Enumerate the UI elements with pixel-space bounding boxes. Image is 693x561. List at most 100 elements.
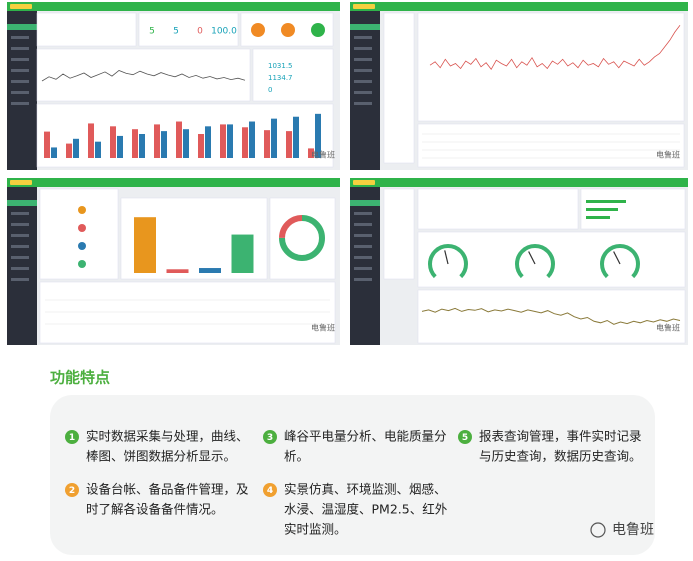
sidebar-item — [11, 267, 29, 270]
line-series — [421, 307, 681, 325]
bar — [242, 127, 248, 158]
gauge-arc — [600, 244, 640, 279]
panel — [417, 123, 685, 168]
sidebar-item — [354, 91, 372, 94]
bar — [134, 217, 156, 273]
gauge-needle — [528, 251, 536, 265]
reading: 1134.7 — [268, 74, 293, 82]
watermark: 电鲁班 — [311, 150, 335, 160]
number-badge — [263, 483, 277, 497]
bar — [227, 124, 233, 158]
sidebar-item — [354, 102, 372, 105]
line-series — [429, 25, 681, 71]
progress — [586, 208, 618, 211]
sidebar — [350, 11, 380, 170]
panel — [36, 12, 137, 47]
sidebar-item — [11, 58, 29, 61]
watermark: 电鲁班 — [311, 323, 335, 333]
bar — [110, 126, 116, 158]
number-label: 5 — [462, 433, 468, 443]
sidebar-item — [11, 223, 29, 226]
bar — [166, 269, 189, 273]
panel — [39, 281, 336, 344]
item-icon — [78, 260, 86, 268]
bar — [117, 135, 123, 158]
gauge-needle — [444, 250, 449, 265]
sidebar-item — [354, 223, 372, 226]
logo — [353, 180, 375, 185]
gauge-arc — [428, 244, 468, 279]
sidebar-item — [354, 80, 372, 83]
progress — [586, 216, 610, 219]
number-label: 4 — [267, 486, 273, 496]
sidebar-item — [11, 102, 29, 105]
bar — [271, 118, 277, 158]
bar — [286, 131, 292, 158]
stat-value: 100.0 — [211, 27, 237, 37]
panel — [383, 12, 415, 164]
number-label: 2 — [69, 486, 75, 496]
feature-text: 析。 — [284, 449, 309, 464]
sidebar-item — [11, 245, 29, 248]
panel — [138, 12, 239, 47]
feature-text: 峰谷平电量分析、电能质量分 — [284, 429, 447, 444]
bar — [264, 130, 270, 158]
panel — [36, 48, 251, 102]
stat-value: 5 — [173, 27, 179, 37]
reading: 0 — [268, 86, 272, 94]
bar — [51, 147, 57, 158]
number-label: 1 — [69, 433, 75, 443]
top-bar — [350, 178, 688, 187]
watermark: 电鲁班 — [612, 522, 654, 538]
status-icon — [251, 23, 265, 37]
feature-text: 设备台帐、备品备件管理，及 — [86, 482, 249, 497]
panel — [417, 188, 579, 230]
bar — [95, 141, 101, 158]
top-bar — [350, 2, 688, 11]
gauge-arc — [515, 244, 555, 279]
number-badge — [458, 430, 472, 444]
sidebar-item — [11, 47, 29, 50]
feature-text: 实时监测。 — [284, 522, 347, 537]
stat-value: 5 — [149, 27, 155, 37]
sidebar-item — [11, 80, 29, 83]
bar — [66, 143, 72, 158]
bar — [183, 129, 189, 158]
bar — [88, 123, 94, 158]
bar — [154, 124, 160, 158]
bar — [139, 134, 145, 158]
feature-text: 报表查询管理，事件实时记录 — [479, 429, 642, 444]
number-badge — [65, 483, 79, 497]
sidebar-item — [11, 234, 29, 237]
bar — [231, 234, 254, 273]
sidebar-active — [350, 200, 380, 206]
bar — [73, 138, 79, 158]
number-label: 3 — [267, 433, 273, 443]
donut-segment — [279, 215, 325, 261]
progress — [586, 200, 626, 203]
bar — [198, 134, 204, 158]
feature-text: 实景仿真、环境监测、烟感、 — [284, 482, 447, 497]
bar — [220, 124, 226, 158]
sidebar-active — [7, 200, 37, 206]
feature-text: 水浸、温湿度、PM2.5、红外 — [284, 502, 448, 517]
panel — [252, 48, 334, 102]
sidebar-item — [354, 234, 372, 237]
bar — [44, 131, 50, 158]
bar — [199, 268, 221, 273]
sidebar-item — [11, 91, 29, 94]
sidebar-item — [354, 212, 372, 215]
feature-box — [50, 395, 655, 555]
item-icon — [78, 242, 86, 250]
sidebar-item — [354, 58, 372, 61]
sidebar — [350, 187, 380, 345]
sidebar-active — [7, 24, 37, 30]
top-bar — [7, 178, 340, 187]
bar — [293, 116, 299, 158]
feature-title: 功能特点 — [50, 369, 110, 387]
watermark: 电鲁班 — [656, 323, 680, 333]
item-icon — [78, 206, 86, 214]
sidebar-item — [354, 47, 372, 50]
bar — [161, 131, 167, 158]
